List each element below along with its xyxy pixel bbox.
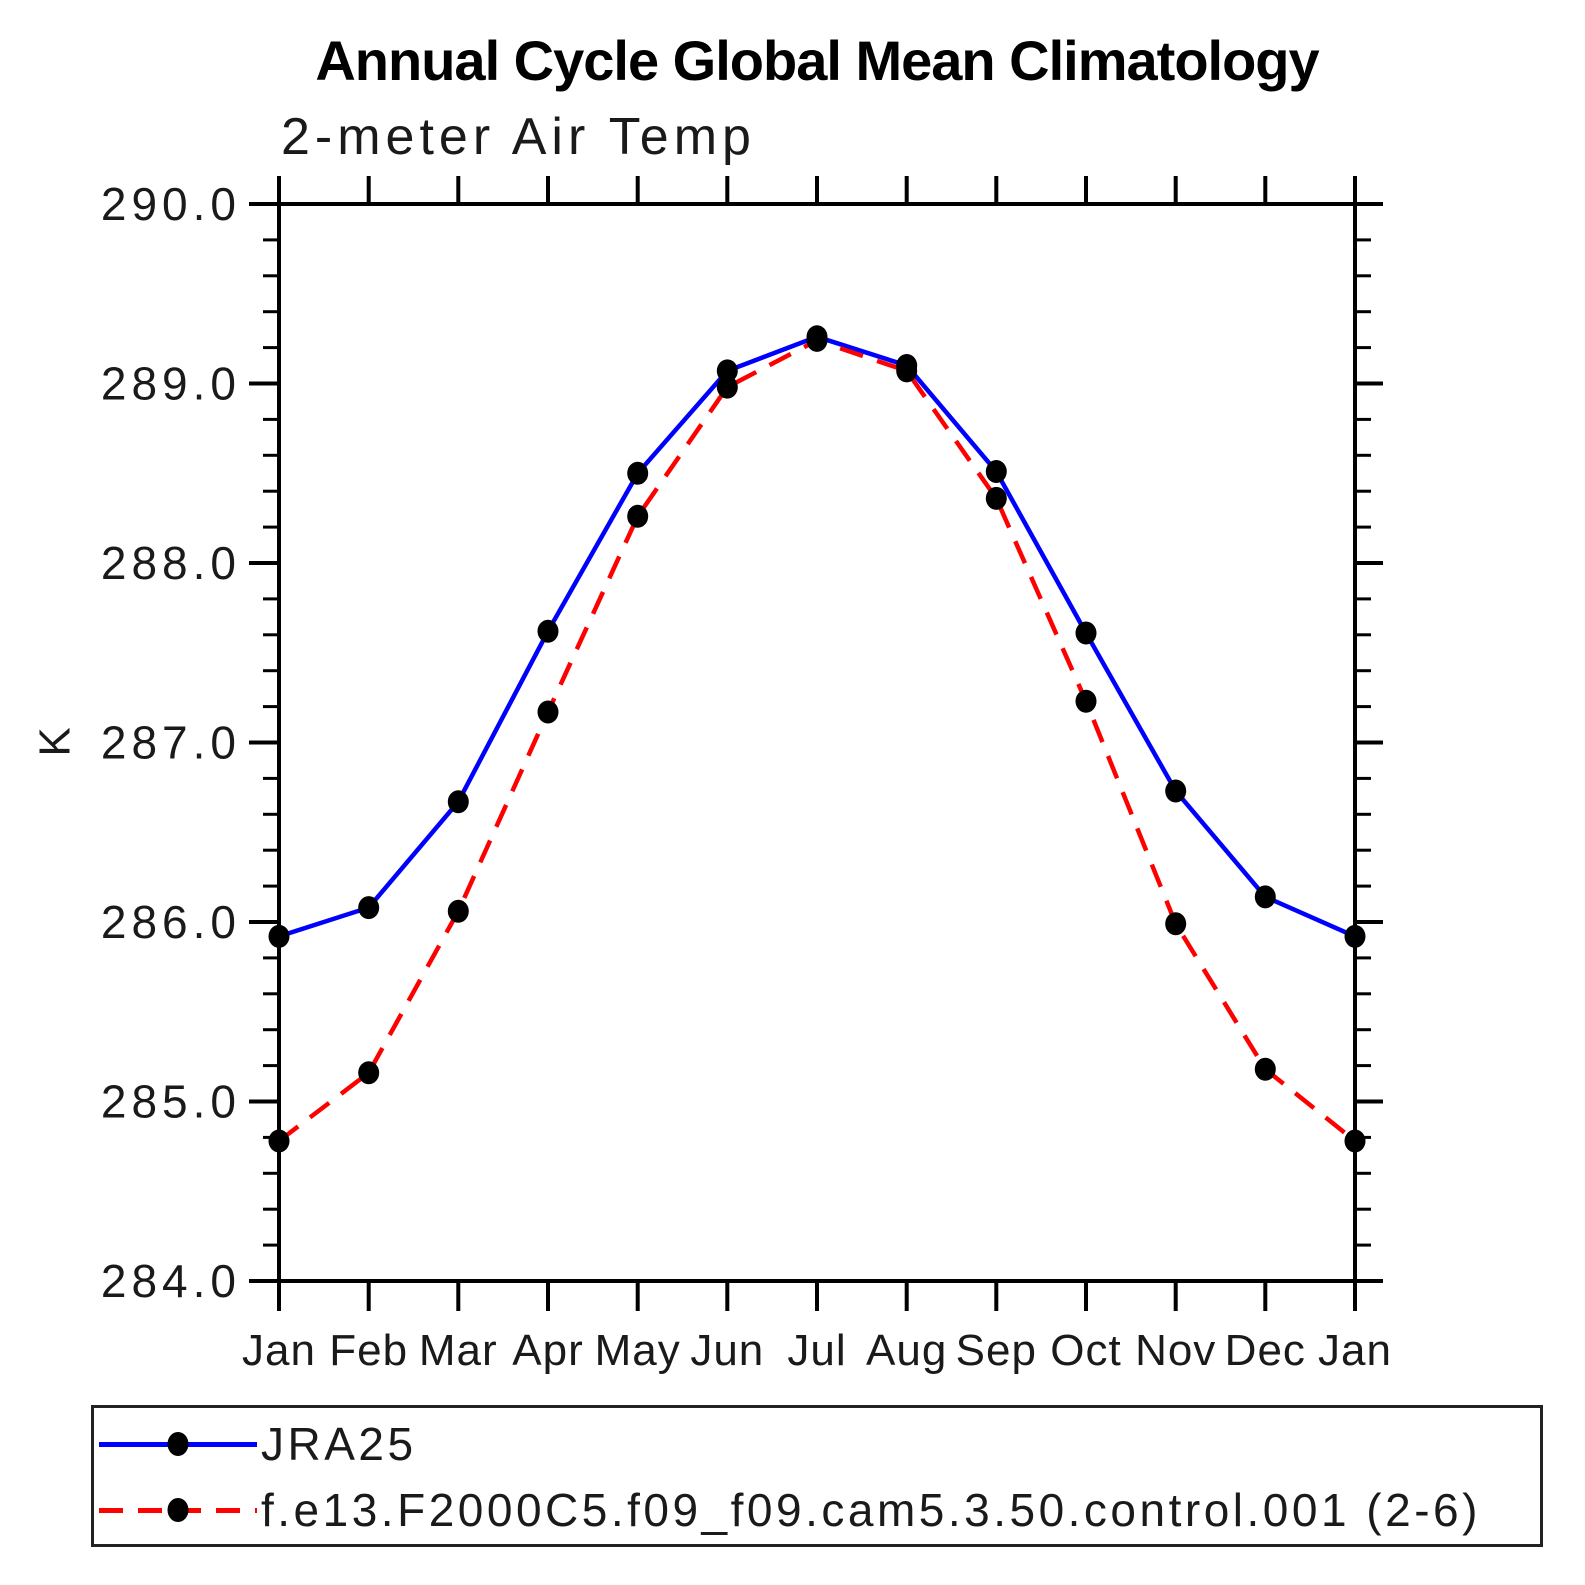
y-tick-label: 289.0 xyxy=(101,358,241,410)
data-point-marker xyxy=(716,375,738,399)
x-tick-label: Jan xyxy=(242,1326,316,1375)
data-point-marker xyxy=(447,899,469,923)
data-point-marker xyxy=(627,504,649,528)
data-point-marker xyxy=(447,790,469,814)
x-tick-label: Apr xyxy=(512,1326,583,1375)
plot-frame xyxy=(277,202,1357,1283)
legend-line-sample-jra25 xyxy=(99,1432,257,1456)
chart-subtitle: 2-meter Air Temp xyxy=(281,108,756,166)
chart-title: Annual Cycle Global Mean Climatology xyxy=(315,29,1319,92)
y-tick-label: 286.0 xyxy=(101,896,241,948)
legend: JRA25 f.e13.F2000C5.f09_f09.cam5.3.50.co… xyxy=(91,1405,1543,1547)
data-point-marker xyxy=(985,460,1007,483)
data-point-marker xyxy=(268,924,290,948)
data-point-marker xyxy=(896,359,918,383)
data-point-marker xyxy=(1254,1057,1276,1081)
data-point-marker xyxy=(537,619,559,643)
data-point-marker xyxy=(1344,1129,1366,1153)
data-point-marker xyxy=(806,328,828,352)
x-tick-label: Nov xyxy=(1135,1326,1216,1375)
data-point-marker xyxy=(1254,885,1276,909)
y-tick-label: 284.0 xyxy=(101,1255,241,1307)
legend-label-model: f.e13.F2000C5.f09_f09.cam5.3.50.control.… xyxy=(261,1484,1481,1536)
series-line-model xyxy=(277,337,1357,1143)
y-axis-unit-label: K xyxy=(31,727,80,756)
data-point-marker xyxy=(358,1061,380,1085)
y-tick-label: 285.0 xyxy=(101,1076,241,1128)
series-line-jra25 xyxy=(278,334,1356,939)
legend-label-jra25: JRA25 xyxy=(261,1418,417,1470)
x-tick-label: Aug xyxy=(866,1326,947,1375)
legend-marker-dot xyxy=(167,1498,189,1522)
legend-row: JRA25 xyxy=(99,1421,417,1467)
data-point-marker xyxy=(716,359,738,383)
data-point-marker xyxy=(1075,689,1097,713)
data-point-marker xyxy=(358,896,380,920)
data-point-marker xyxy=(1165,779,1187,803)
data-point-marker xyxy=(627,461,649,485)
x-tick-label: Jun xyxy=(690,1326,764,1375)
x-tick-label: Jan xyxy=(1318,1326,1392,1375)
x-tick-label: Jul xyxy=(787,1326,846,1375)
x-tick-label: Mar xyxy=(419,1326,498,1375)
x-tick-label: Feb xyxy=(329,1326,408,1375)
x-tick-label: Sep xyxy=(956,1326,1037,1375)
legend-row: f.e13.F2000C5.f09_f09.cam5.3.50.control.… xyxy=(99,1487,1481,1533)
y-tick-label: 287.0 xyxy=(101,717,241,769)
legend-line-sample-model xyxy=(99,1498,257,1522)
data-point-marker xyxy=(1075,621,1097,645)
data-point-marker xyxy=(1165,912,1187,936)
x-tick-label: Dec xyxy=(1225,1326,1306,1375)
x-tick-label: May xyxy=(595,1326,681,1375)
y-tick-label: 290.0 xyxy=(101,178,241,230)
y-tick-label: 288.0 xyxy=(101,537,241,589)
legend-marker-dot xyxy=(167,1432,189,1456)
data-point-marker xyxy=(537,700,559,724)
x-tick-label: Oct xyxy=(1050,1326,1121,1375)
data-point-marker xyxy=(985,486,1007,510)
data-point-marker xyxy=(268,1129,290,1153)
data-point-marker xyxy=(1344,924,1366,948)
